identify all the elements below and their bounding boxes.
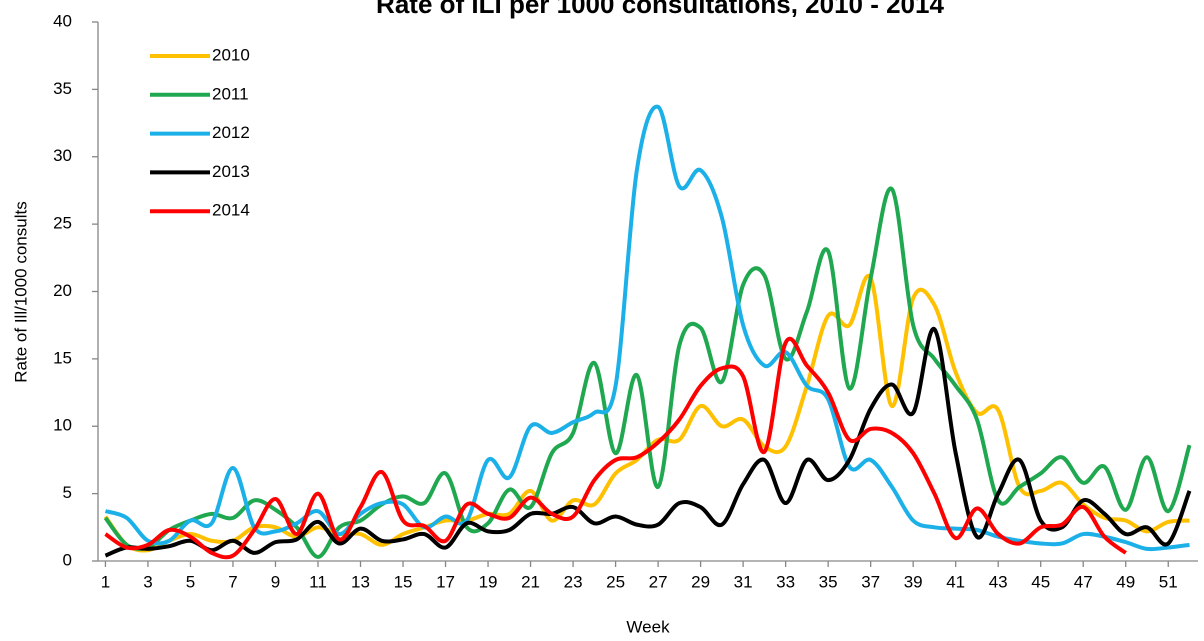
legend-label: 2012: [212, 123, 250, 142]
y-tick-label: 20: [53, 281, 72, 300]
x-tick-label: 19: [479, 572, 498, 591]
y-tick-label: 25: [53, 214, 72, 233]
legend-label: 2013: [212, 162, 250, 181]
y-axis-label: Rate of Ill/1000 consults: [11, 201, 30, 382]
y-tick-label: 0: [63, 550, 72, 569]
x-tick-label: 37: [861, 572, 880, 591]
x-tick-label: 43: [989, 572, 1008, 591]
legend-label: 2011: [212, 84, 249, 103]
x-tick-label: 21: [521, 572, 540, 591]
chart-title: Rate of ILI per 1000 consultations, 2010…: [376, 0, 944, 19]
y-tick-label: 35: [53, 79, 72, 98]
x-tick-label: 7: [228, 572, 237, 591]
x-tick-label: 9: [271, 572, 280, 591]
x-tick-label: 29: [691, 572, 710, 591]
x-tick-label: 5: [186, 572, 195, 591]
y-tick-label: 40: [53, 11, 72, 30]
y-tick-label: 10: [53, 416, 72, 435]
x-tick-label: 41: [946, 572, 965, 591]
y-tick-label: 30: [53, 146, 72, 165]
x-tick-label: 3: [143, 572, 152, 591]
x-tick-label: 39: [904, 572, 923, 591]
x-tick-label: 33: [776, 572, 795, 591]
x-tick-label: 17: [436, 572, 455, 591]
y-tick-label: 5: [63, 483, 72, 502]
x-tick-label: 47: [1074, 572, 1093, 591]
x-tick-label: 15: [394, 572, 413, 591]
series-line: [104, 327, 1192, 558]
legend-label: 2010: [212, 45, 250, 64]
x-tick-label: 11: [309, 572, 327, 591]
x-tick-label: 49: [1116, 572, 1135, 591]
x-tick-label: 27: [649, 572, 668, 591]
y-tick-label: 15: [53, 348, 72, 367]
x-tick-label: 35: [819, 572, 838, 591]
x-axis-label: Week: [626, 617, 670, 636]
x-tick-label: 31: [734, 572, 753, 591]
x-tick-label: 23: [564, 572, 583, 591]
legend-label: 2014: [212, 201, 250, 220]
x-tick-label: 51: [1159, 572, 1178, 591]
series-line: [104, 337, 1127, 560]
series-line: [103, 186, 1192, 559]
x-tick-label: 1: [101, 572, 110, 591]
x-tick-label: 45: [1031, 572, 1050, 591]
x-tick-label: 13: [351, 572, 370, 591]
x-tick-label: 25: [606, 572, 625, 591]
